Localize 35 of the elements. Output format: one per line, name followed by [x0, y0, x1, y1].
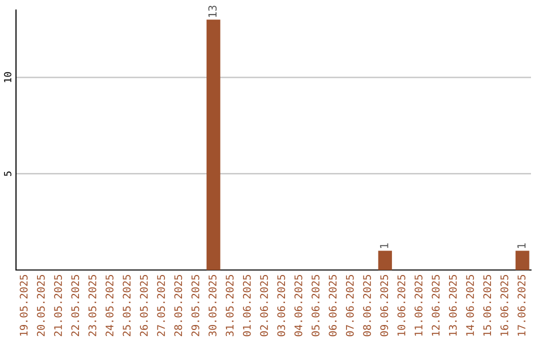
x-tick-label: 31.05.2025 — [226, 275, 234, 336]
x-tick-label: 15.06.2025 — [483, 275, 492, 336]
x-tick-label: 10.06.2025 — [397, 275, 406, 336]
x-tick-label: 14.06.2025 — [466, 275, 474, 336]
x-tick-label: 04.06.2025 — [294, 275, 302, 336]
x-tick-label: 16.06.2025 — [500, 275, 508, 336]
x-tick-label: 27.05.2025 — [157, 275, 165, 336]
x-tick-label: 08.06.2025 — [363, 275, 371, 336]
x-tick-label: 25.05.2025 — [122, 275, 131, 336]
x-tick-label: 03.06.2025 — [277, 275, 286, 336]
x-tick-label: 12.06.2025 — [432, 275, 440, 336]
y-tick-label: 5 — [4, 172, 12, 176]
data-label: 1 — [517, 243, 526, 248]
x-tick-label: 06.06.2025 — [328, 275, 337, 336]
x-tick-label: 02.06.2025 — [260, 275, 268, 336]
x-tick-label: 09.06.2025 — [380, 275, 388, 336]
data-label: 13 — [208, 6, 217, 17]
x-tick-label: 20.05.2025 — [36, 275, 45, 336]
x-tick-label: 07.06.2025 — [346, 275, 354, 336]
x-tick-label: 30.05.2025 — [208, 275, 216, 336]
y-tick-label: 10 — [4, 72, 12, 82]
x-tick-label: 28.05.2025 — [174, 275, 182, 336]
x-tick-label: 13.06.2025 — [448, 275, 457, 336]
x-tick-label: 19.05.2025 — [20, 275, 28, 336]
x-tick-label: 17.06.2025 — [518, 275, 526, 336]
x-tick-label: 21.05.2025 — [54, 275, 62, 336]
x-tick-label: 05.06.2025 — [312, 275, 320, 336]
x-tick-label: 23.05.2025 — [88, 275, 96, 336]
x-tick-label: 22.05.2025 — [71, 275, 80, 336]
x-tick-label: 01.06.2025 — [242, 275, 251, 336]
x-tick-label: 11.06.2025 — [414, 275, 422, 336]
x-tick-label: 29.05.2025 — [191, 275, 200, 336]
data-label: 1 — [380, 243, 388, 248]
x-tick-label: 24.05.2025 — [106, 275, 114, 336]
x-tick-label: 26.05.2025 — [140, 275, 148, 336]
